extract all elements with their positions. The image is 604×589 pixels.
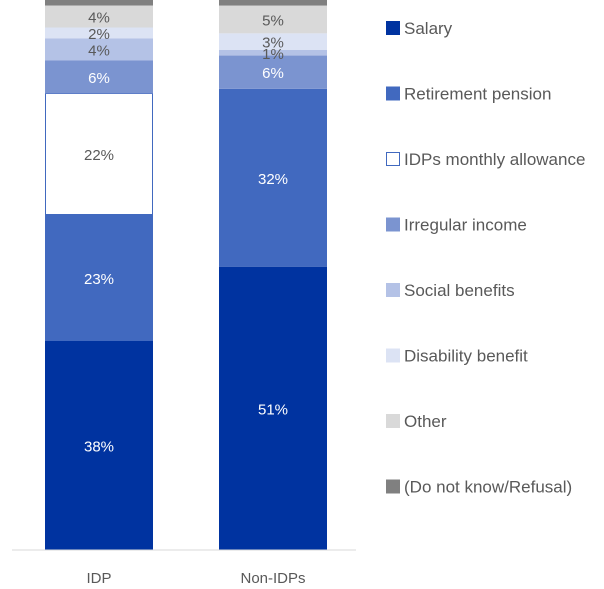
legend-swatch-3	[386, 217, 400, 232]
data-label-non-idps-1: 32%	[258, 171, 288, 188]
legend-item-5: Disability benefit	[386, 347, 528, 366]
data-label-non-idps-0: 51%	[258, 401, 288, 418]
legend-label-3: Irregular income	[404, 216, 527, 235]
legend-item-1: Retirement pension	[386, 85, 551, 104]
data-labels-group: 38%23%22%6%4%2%4%1%51%32%6%1%3%5%1%	[84, 0, 351, 456]
data-label-idp-2: 22%	[84, 147, 114, 164]
legend-item-0: Salary	[386, 19, 453, 38]
legend-swatch-2	[386, 152, 400, 166]
legend-label-5: Disability benefit	[404, 347, 528, 366]
legend-swatch-7	[386, 479, 400, 494]
bar-segment-non-idps-6	[219, 5, 327, 34]
legend-item-7: (Do not know/Refusal)	[386, 478, 572, 497]
legend-swatch-5	[386, 348, 400, 363]
legend-item-3: Irregular income	[386, 216, 527, 235]
legend-label-6: Other	[404, 412, 447, 431]
legend-swatch-6	[386, 414, 400, 428]
category-label-non-idps: Non-IDPs	[240, 570, 305, 587]
bar-segment-non-idps-0	[219, 266, 327, 550]
legend-swatch-1	[386, 86, 400, 101]
data-label-idp-5: 2%	[88, 26, 110, 43]
data-label-non-idps-7: 1%	[329, 0, 351, 2]
bar-segment-idp-3	[45, 60, 153, 94]
data-label-idp-0: 38%	[84, 439, 114, 456]
bar-segment-non-idps-1	[219, 88, 327, 267]
legend-label-2: IDPs monthly allowance	[404, 150, 585, 169]
legend: Salary Retirement pension IDPs monthly all…	[386, 19, 585, 497]
legend-item-2: IDPs monthly allowance	[386, 150, 585, 169]
bar-segment-non-idps-7	[219, 0, 327, 6]
data-label-idp-7: 1%	[155, 0, 177, 2]
legend-label-1: Retirement pension	[404, 85, 551, 104]
data-label-non-idps-6: 5%	[262, 12, 284, 29]
legend-item-6: Other	[386, 412, 447, 431]
bar-segment-idp-7	[45, 0, 153, 6]
category-label-idp: IDP	[86, 570, 111, 587]
bar-segment-idp-6	[45, 5, 153, 28]
data-label-idp-3: 6%	[88, 70, 110, 87]
bar-segment-idp-1	[45, 214, 153, 341]
bars-group	[45, 0, 327, 550]
bar-segment-non-idps-5	[219, 33, 327, 50]
data-label-idp-6: 4%	[88, 10, 110, 27]
bar-segment-non-idps-4	[219, 50, 327, 56]
legend-swatch-0	[386, 21, 400, 35]
data-label-non-idps-5: 3%	[262, 35, 284, 52]
legend-swatch-4	[386, 283, 400, 297]
bar-segment-idp-2	[45, 93, 153, 215]
legend-label-4: Social benefits	[404, 281, 515, 300]
bar-segment-idp-4	[45, 38, 153, 61]
legend-label-0: Salary	[404, 19, 453, 38]
legend-label-7: (Do not know/Refusal)	[404, 478, 572, 497]
bar-segment-idp-0	[45, 341, 153, 550]
bar-segment-idp-5	[45, 27, 153, 39]
data-label-idp-1: 23%	[84, 271, 114, 288]
data-label-non-idps-3: 6%	[262, 65, 284, 82]
data-label-idp-4: 4%	[88, 43, 110, 60]
bar-segment-non-idps-3	[219, 55, 327, 89]
category-labels-group: IDP Non-IDPs	[86, 570, 305, 587]
legend-item-4: Social benefits	[386, 281, 515, 300]
data-label-non-idps-4: 1%	[262, 46, 284, 63]
